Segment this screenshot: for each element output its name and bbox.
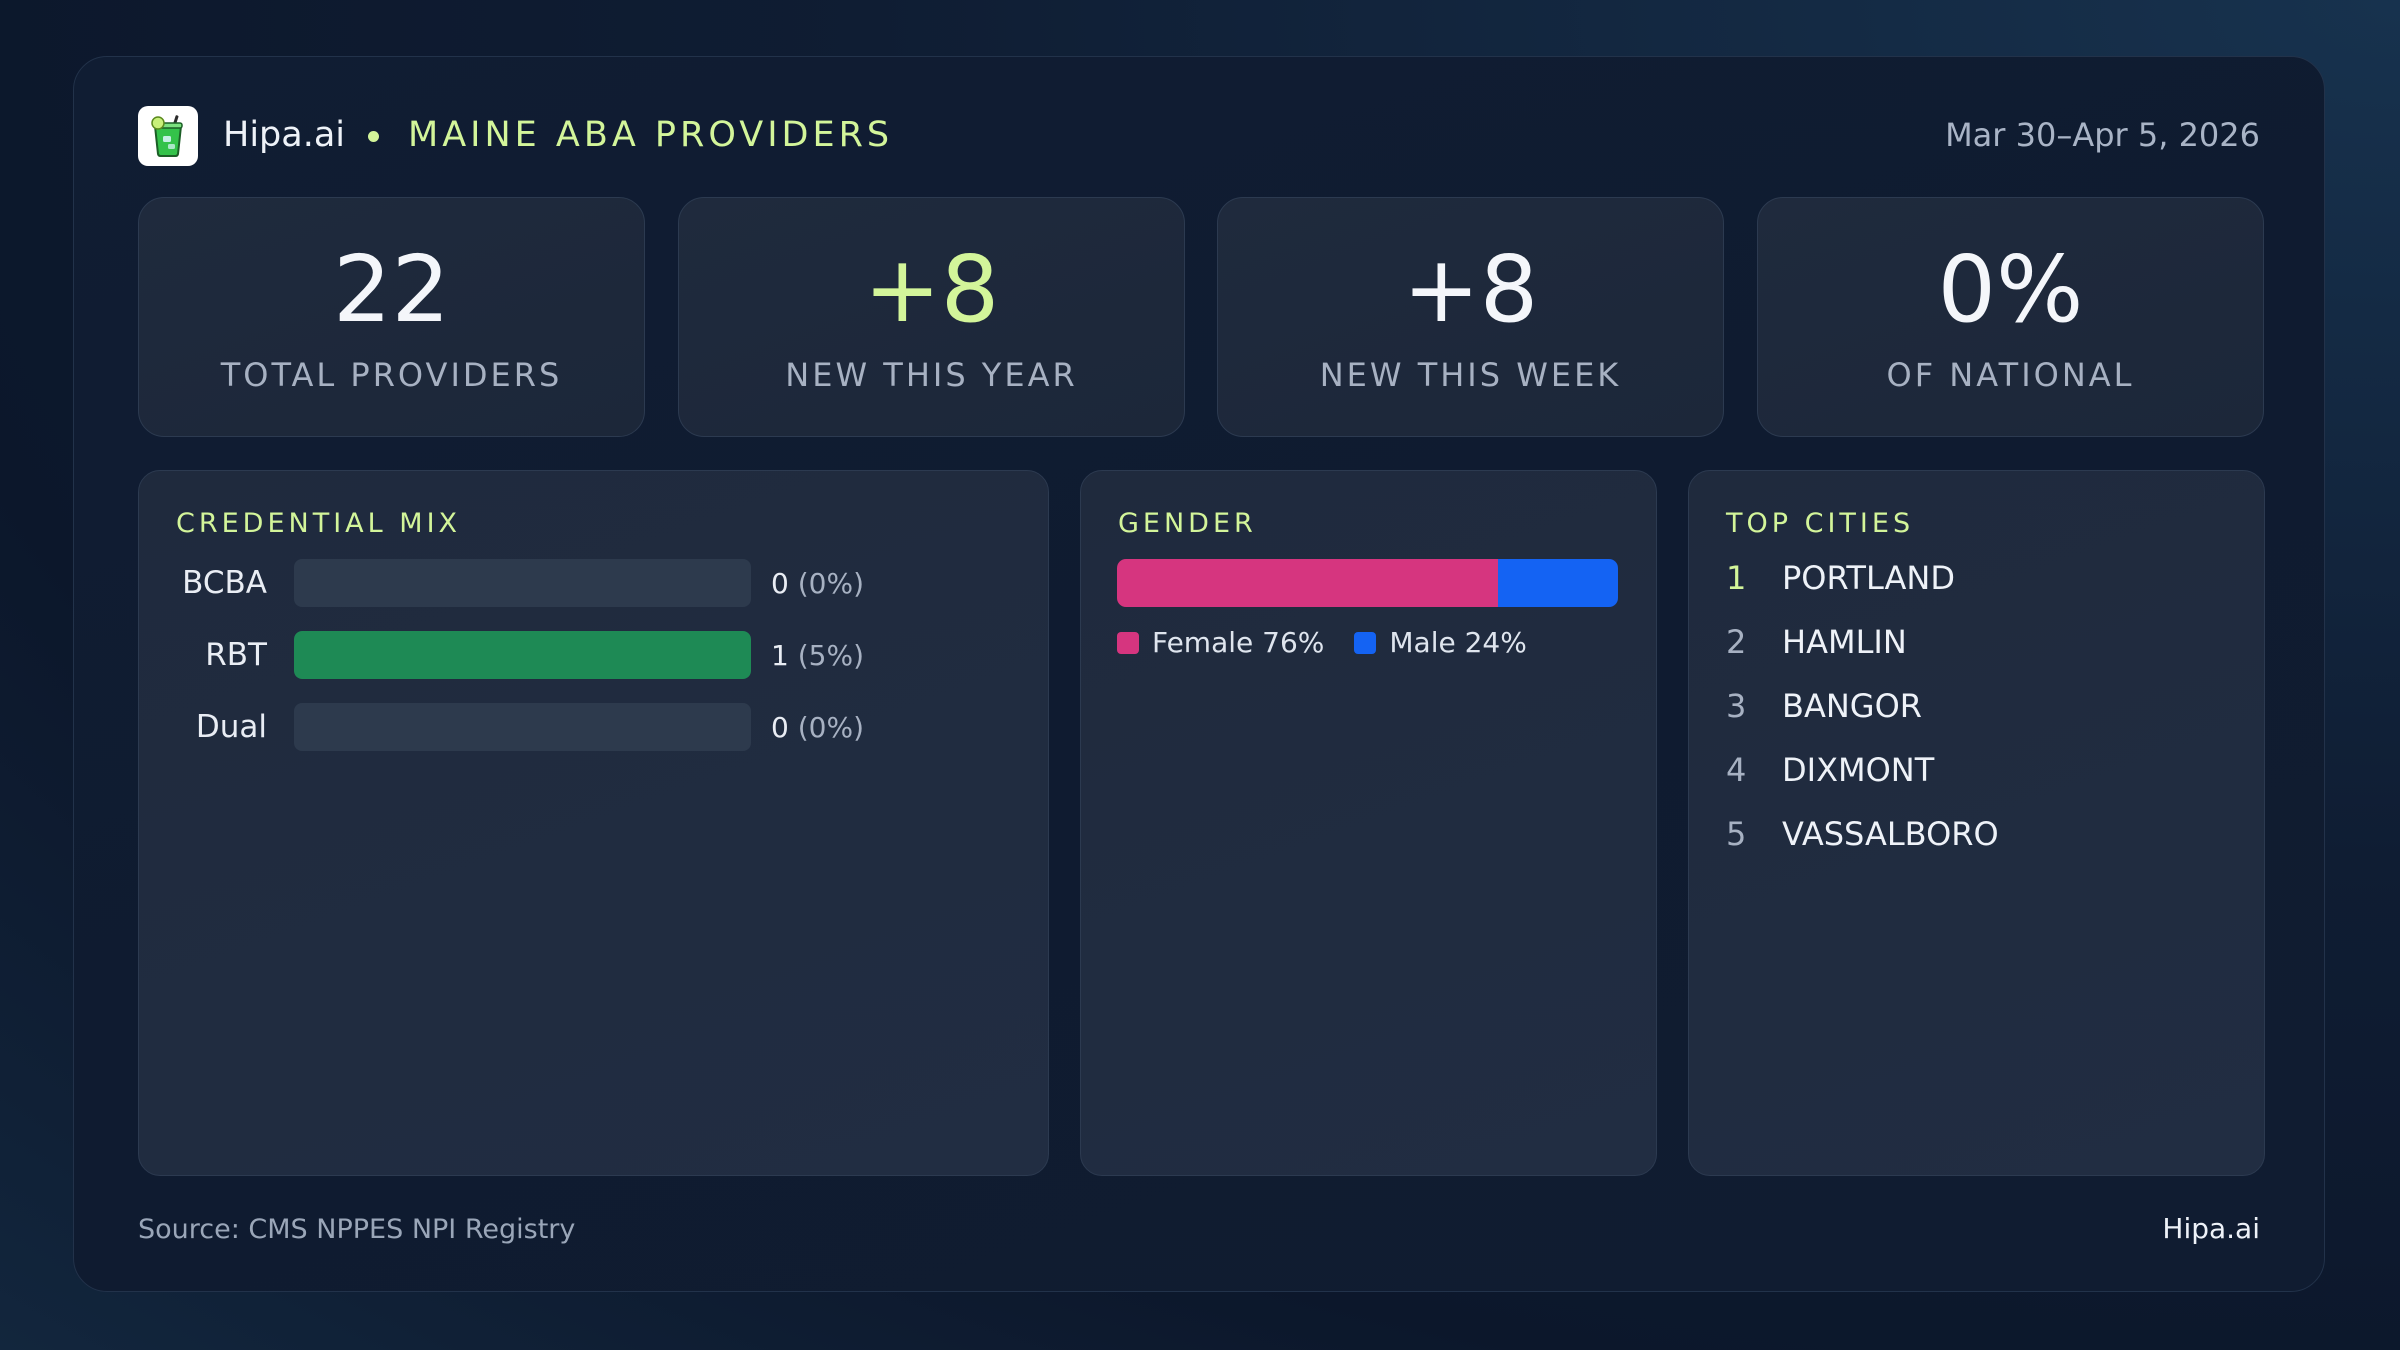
panel-title: GENDER [1118,508,1257,539]
city-rank: 4 [1726,751,1747,789]
city-name: BANGOR [1782,687,1922,725]
credential-label: BCBA [182,565,267,601]
credential-bar-track [294,703,751,751]
credential-percent: (5%) [797,639,865,672]
stat-new-this-week: +8 NEW THIS WEEK [1217,197,1724,437]
credential-row-dual: Dual 0 (0%) [139,703,1039,751]
stat-label: NEW THIS YEAR [785,356,1078,394]
stat-new-this-year: +8 NEW THIS YEAR [678,197,1185,437]
legend-label: Male 24% [1389,626,1527,659]
stat-label: NEW THIS WEEK [1319,356,1622,394]
gender-legend: Female 76% Male 24% [1117,626,1557,659]
credential-percent: (0%) [797,567,865,600]
header: Hipa.ai MAINE ABA PROVIDERS Mar 30–Apr 5… [138,105,2260,167]
stat-value: +8 [863,236,1000,343]
source-note: Source: CMS NPPES NPI Registry [138,1214,576,1245]
stat-value: 22 [332,236,451,343]
city-name: VASSALBORO [1782,815,1999,853]
male-swatch [1354,631,1377,654]
city-name: PORTLAND [1782,559,1955,597]
legend-item-female: Female 76% [1117,626,1324,659]
credential-label: RBT [205,637,267,673]
city-name: HAMLIN [1782,623,1907,661]
drink-cup-icon [138,106,198,166]
footer-brand: Hipa.ai [2162,1212,2260,1245]
legend-item-male: Male 24% [1354,626,1527,659]
city-rank: 5 [1726,815,1747,853]
credential-label: Dual [195,709,267,745]
stat-total-providers: 22 TOTAL PROVIDERS [138,197,645,437]
date-range: Mar 30–Apr 5, 2026 [1945,116,2260,154]
page-title: MAINE ABA PROVIDERS [408,115,894,155]
stat-value: +8 [1402,236,1539,343]
city-name: DIXMONT [1782,751,1935,789]
stat-value: 0% [1937,236,2084,343]
city-rank: 3 [1726,687,1747,725]
gender-bar [1117,559,1618,607]
gender-bar-female [1117,559,1498,607]
credential-count: 0 [771,567,789,600]
credential-percent: (0%) [797,711,865,744]
dashboard-card: Hipa.ai MAINE ABA PROVIDERS Mar 30–Apr 5… [73,56,2325,1292]
female-swatch [1117,631,1139,654]
stat-label: TOTAL PROVIDERS [220,356,563,394]
stat-label: OF NATIONAL [1886,356,2135,394]
credential-value: 0 (0%) [771,711,864,744]
credential-row-rbt: RBT 1 (5%) [139,631,1039,679]
city-rank: 2 [1726,623,1747,661]
city-rank: 1 [1726,559,1747,597]
separator-dot [368,131,379,142]
panel-title: CREDENTIAL MIX [176,508,462,539]
credential-count: 1 [771,639,789,672]
top-cities-panel: TOP CITIES 1 PORTLAND 2 HAMLIN 3 BANGOR … [1688,470,2265,1176]
brand-name: Hipa.ai [223,115,346,155]
credential-bar-track [294,559,751,607]
credential-value: 0 (0%) [771,567,864,600]
credential-value: 1 (5%) [771,639,864,672]
credential-count: 0 [771,711,789,744]
panel-title: TOP CITIES [1726,508,1915,539]
gender-panel: GENDER Female 76% Male 24% [1080,470,1657,1176]
gender-bar-male [1497,559,1618,607]
stat-of-national: 0% OF NATIONAL [1757,197,2264,437]
credential-row-bcba: BCBA 0 (0%) [139,559,1039,607]
legend-label: Female 76% [1152,626,1325,659]
credential-bar-fill [294,631,751,679]
credential-bar-track [294,631,751,679]
credential-mix-panel: CREDENTIAL MIX BCBA 0 (0%) RBT 1 (5%) Du… [138,470,1049,1176]
